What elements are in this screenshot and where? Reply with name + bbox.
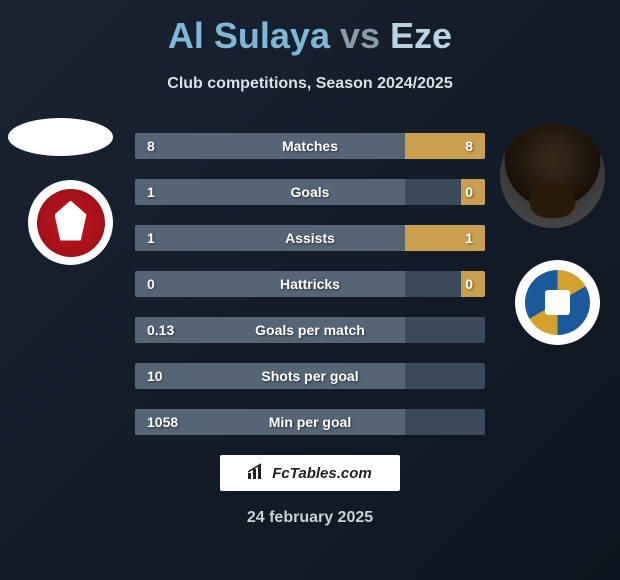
- stat-value-left: 1: [135, 225, 167, 251]
- stat-row: Shots per goal10: [135, 363, 485, 389]
- stat-label: Assists: [135, 225, 485, 251]
- stat-label: Hattricks: [135, 271, 485, 297]
- stat-row: Goals per match0.13: [135, 317, 485, 343]
- stat-value-left: 10: [135, 363, 175, 389]
- stat-value-left: 1: [135, 179, 167, 205]
- stat-row: Goals1 0: [135, 179, 485, 205]
- stat-value-left: 0.13: [135, 317, 186, 343]
- stat-label: Goals per match: [135, 317, 485, 343]
- stat-value-right: 0: [453, 179, 485, 205]
- comparison-date: 24 february 2025: [0, 509, 620, 527]
- subtitle: Club competitions, Season 2024/2025: [0, 75, 620, 93]
- stat-value-right: 0: [453, 271, 485, 297]
- stat-row: Min per goal1058: [135, 409, 485, 435]
- stat-label: Goals: [135, 179, 485, 205]
- stat-value-left: 8: [135, 133, 167, 159]
- title-player2: Eze: [390, 15, 452, 56]
- fctables-brand[interactable]: FcTables.com: [220, 455, 400, 491]
- title-vs: vs: [340, 15, 380, 56]
- stat-value-left: 1058: [135, 409, 190, 435]
- page-title: Al Sulaya vs Eze: [0, 15, 620, 57]
- fctables-brand-text: FcTables.com: [272, 465, 371, 482]
- stat-label: Matches: [135, 133, 485, 159]
- stats-area: Matches88Goals10Assists11Hattricks00Goal…: [0, 133, 620, 435]
- fctables-logo-icon: [248, 463, 266, 483]
- stat-value-left: 0: [135, 271, 167, 297]
- stat-row: Hattricks0 0: [135, 271, 485, 297]
- stat-value-right: 1: [453, 225, 485, 251]
- comparison-card: Al Sulaya vs Eze Club competitions, Seas…: [0, 0, 620, 580]
- stat-label: Shots per goal: [135, 363, 485, 389]
- stat-value-right: 8: [453, 133, 485, 159]
- title-player1: Al Sulaya: [168, 15, 330, 56]
- stat-row: Matches8 8: [135, 133, 485, 159]
- stat-row: Assists1 1: [135, 225, 485, 251]
